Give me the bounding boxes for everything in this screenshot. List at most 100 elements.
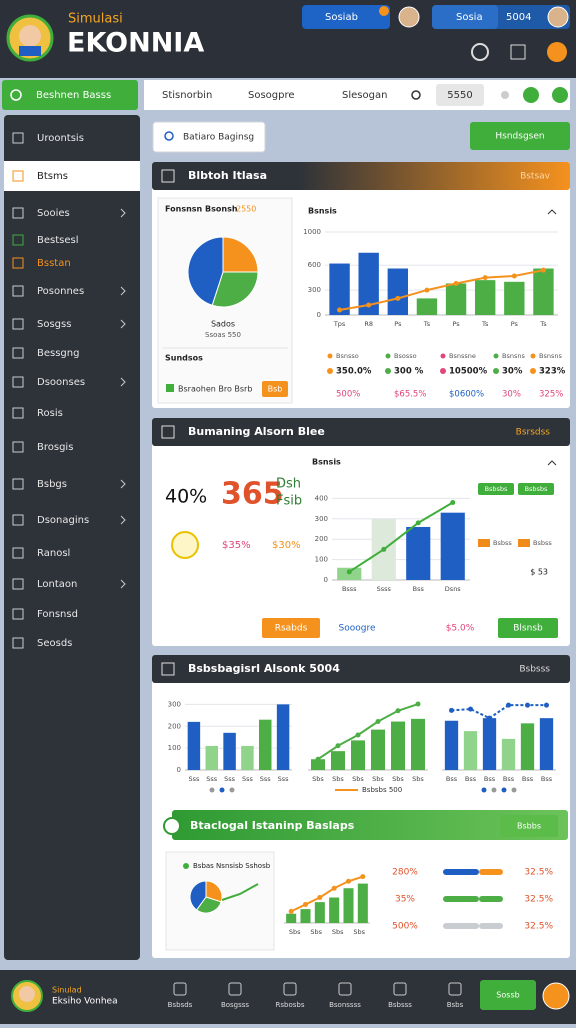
tab[interactable]: Slesogan [342, 90, 387, 101]
chevron [120, 515, 126, 525]
value: $5.0% [446, 624, 475, 634]
bar [474, 280, 496, 315]
line-point [331, 885, 337, 891]
nav-item[interactable]: Bosgsss [221, 1001, 249, 1009]
banner [172, 810, 568, 840]
nav-item[interactable]: Bsbsds [168, 1001, 193, 1009]
note-button[interactable] [262, 381, 288, 397]
legend-name: Bsnsso [336, 352, 359, 360]
sidebar-item[interactable]: Uroontsis [37, 133, 84, 144]
line-point [395, 295, 401, 301]
brand-subtitle: Simulasi [68, 12, 123, 27]
nav-item[interactable]: Bsbsss [388, 1001, 412, 1009]
action-button[interactable] [470, 122, 570, 150]
legend-dot [493, 368, 499, 374]
sidebar-item[interactable]: Seosds [37, 638, 72, 649]
user-button-label: Sosiab [325, 12, 358, 23]
sidebar-item[interactable]: Dsonagins [37, 515, 89, 526]
sidebar-item[interactable]: Btsms [37, 171, 68, 182]
bar [416, 298, 438, 315]
chevron [120, 579, 126, 589]
y-tick-label: 200 [315, 535, 328, 543]
x-tick-label: Bss [446, 775, 458, 783]
icon[interactable] [552, 87, 568, 103]
sidebar-item[interactable]: Brosgis [37, 442, 73, 453]
line-point [415, 701, 421, 707]
primary-button[interactable] [2, 80, 138, 110]
notification-icon[interactable] [547, 42, 567, 62]
sidebar-item[interactable]: Ranosl [37, 548, 70, 559]
banner-button[interactable] [500, 815, 558, 837]
search-field[interactable] [436, 84, 484, 106]
x-tick-label: Sss [188, 775, 200, 783]
icon[interactable] [523, 87, 539, 103]
sidebar-item[interactable]: Rosis [37, 408, 63, 419]
sidebar-item[interactable]: Bestsesl [37, 235, 79, 246]
line-point [366, 302, 372, 308]
sidebar-icon [12, 347, 24, 359]
line-point [315, 756, 321, 762]
legend-dot [493, 353, 499, 359]
panel-link[interactable]: Bsbsss [519, 665, 550, 675]
stat: $35% [222, 540, 251, 551]
bar [504, 281, 525, 315]
progress-label: 280% [392, 868, 418, 878]
panel [152, 418, 570, 646]
legend-dot [501, 787, 507, 793]
x-tick-label: Ps [394, 320, 402, 328]
banner-button-label: Bsbbs [517, 822, 541, 831]
box-icon[interactable] [510, 44, 526, 60]
button-label: Rsabds [275, 624, 308, 634]
x-tick-label: Ts [423, 320, 431, 328]
kpi: Fsib [276, 494, 302, 509]
legend-value: 10500% [449, 367, 488, 377]
note: Bsraohen Bro Bsrb [178, 385, 252, 394]
footer-icon[interactable] [542, 982, 570, 1010]
x-tick-label: Sbs [412, 775, 424, 783]
sidebar-icon [12, 637, 24, 649]
nav-item[interactable]: Rsbosbs [276, 1001, 305, 1009]
button[interactable] [262, 618, 320, 638]
toolbar [144, 80, 570, 110]
tab[interactable]: Sosogpre [248, 90, 295, 101]
sidebar-item[interactable]: Sosgss [37, 319, 71, 330]
sidebar-item[interactable]: Fonsnsd [37, 609, 78, 620]
search-box[interactable] [152, 121, 266, 153]
legend-dot [183, 863, 189, 869]
line [290, 875, 364, 913]
panel-link[interactable]: Bsrsdss [516, 428, 551, 438]
sidebar-item[interactable]: Dsoonses [37, 377, 85, 388]
panel-title: Blbtoh Itlasa [188, 169, 267, 182]
sidebar-item[interactable]: Bsbgs [37, 479, 67, 490]
legend-total: 30% [502, 390, 521, 400]
mini-title: Bsbas Nsnsisb Sshosb [193, 862, 271, 870]
settings-icon[interactable] [471, 43, 489, 61]
panel-header [152, 162, 570, 190]
bar [358, 252, 379, 315]
bar [300, 909, 311, 923]
x-tick-label: Bsss [342, 585, 357, 593]
sidebar-item[interactable]: Bessgng [37, 348, 79, 359]
footer-button[interactable] [480, 980, 536, 1010]
sidebar-icon [12, 376, 24, 388]
sidebar-item[interactable]: Bsstan [37, 258, 71, 269]
nav-item[interactable]: Bsbs [447, 1001, 464, 1009]
brand-title: Eksiho Vonhea [52, 997, 118, 1007]
progress-bar [443, 896, 479, 902]
nav-icon [283, 982, 297, 996]
panel-link[interactable]: Bstsav [520, 172, 551, 182]
sidebar-item[interactable]: Posonnes [37, 286, 84, 297]
bar [501, 738, 516, 770]
nav-item[interactable]: Bsonssss [329, 1001, 361, 1009]
bar [329, 897, 340, 923]
tab[interactable]: Stisnorbin [162, 90, 212, 101]
sidebar-item[interactable]: Lontaon [37, 579, 77, 590]
bar [371, 729, 385, 770]
x-tick-label: Sbs [332, 775, 344, 783]
legend-total: $65.5% [394, 390, 426, 400]
line-point [381, 546, 387, 552]
user-button[interactable] [302, 5, 390, 29]
button[interactable] [498, 618, 558, 638]
sidebar-item[interactable]: Sooies [37, 208, 70, 219]
